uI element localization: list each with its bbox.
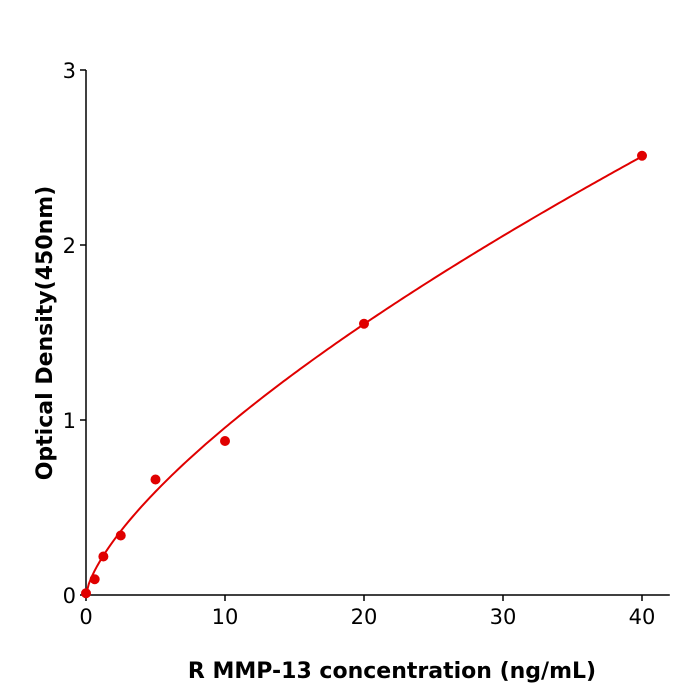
fit-curve [85, 155, 643, 596]
x-axis-label: R MMP-13 concentration (ng/mL) [188, 659, 596, 684]
data-point [81, 588, 91, 599]
data-point [637, 150, 647, 161]
data-point [359, 318, 369, 329]
axes: 0 10 20 30 40 0 1 2 3 [63, 59, 670, 629]
data-point [98, 551, 109, 562]
y-tick-label: 2 [63, 234, 76, 258]
data-point [115, 530, 126, 541]
y-tick-label: 0 [63, 584, 76, 608]
data-point [150, 474, 161, 485]
x-tick-label: 0 [79, 605, 92, 629]
x-tick-label: 10 [212, 605, 239, 629]
x-tick-label: 30 [490, 605, 517, 629]
data-point [89, 574, 100, 585]
y-axis-label: Optical Density(450nm) [33, 186, 58, 481]
fit-curve-group [85, 155, 643, 596]
y-tick-label: 1 [63, 409, 76, 433]
data-points [81, 150, 647, 599]
data-point [220, 436, 230, 446]
x-tick-label: 20 [351, 605, 378, 629]
y-tick-label: 3 [63, 59, 76, 83]
x-tick-label: 40 [629, 605, 656, 629]
